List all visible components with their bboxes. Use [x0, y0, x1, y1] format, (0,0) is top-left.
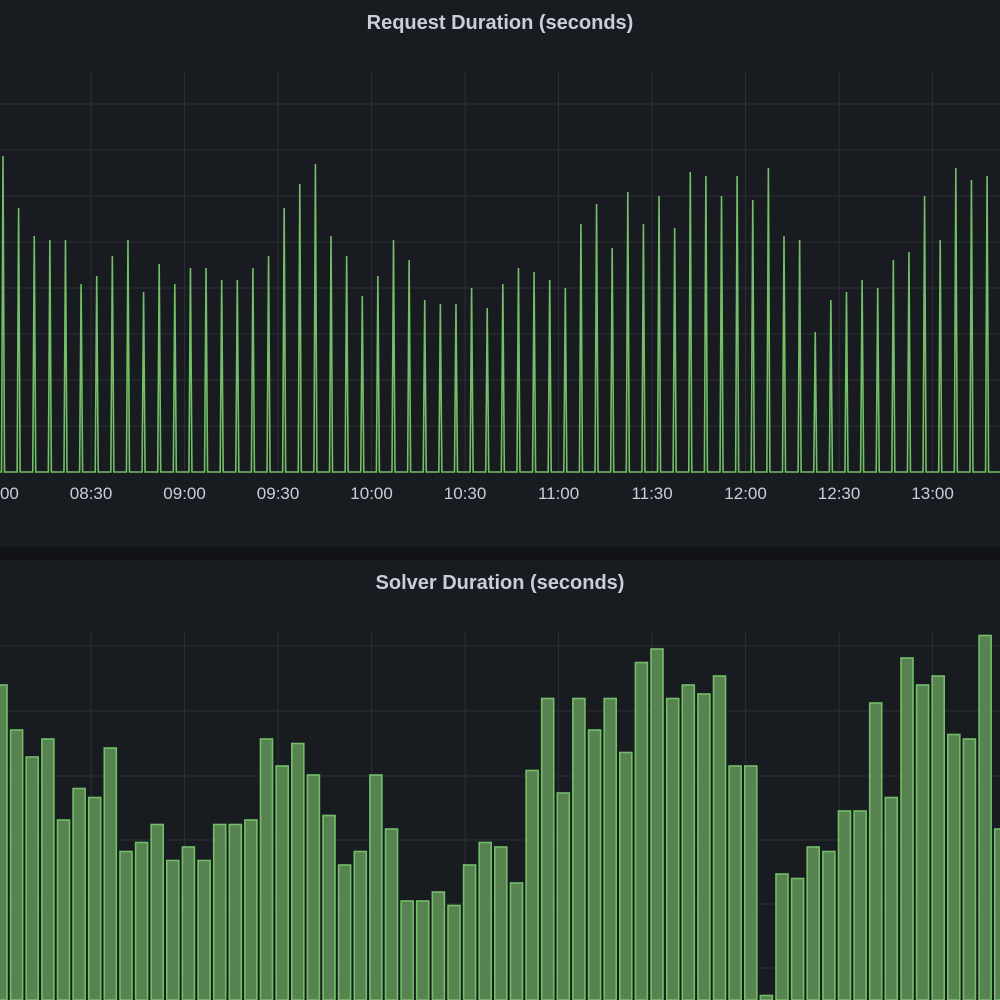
solver-duration-bar: [946, 733, 961, 1000]
solver-duration-bar: [41, 738, 55, 1000]
x-tick-label: 09:00: [163, 484, 206, 503]
solver-duration-bar: [993, 828, 1000, 1000]
solver-duration-title: Solver Duration (seconds): [375, 572, 625, 594]
solver-duration-bar: [353, 850, 368, 1000]
solver-duration-bar: [150, 823, 164, 1000]
solver-duration-bar: [384, 828, 399, 1000]
solver-duration-bar: [212, 823, 227, 1000]
solver-duration-bar: [915, 684, 930, 1000]
solver-duration-bar: [681, 684, 696, 1000]
solver-duration-bar: [525, 769, 539, 1000]
solver-duration-bar: [540, 697, 555, 1000]
solver-duration-bar: [290, 742, 305, 1000]
x-tick-label: 11:00: [538, 484, 579, 503]
solver-duration-bar: [806, 846, 821, 1000]
solver-duration-bar: [728, 765, 742, 1000]
solver-duration-bar: [931, 675, 946, 1000]
solver-duration-panel: Solver Duration (seconds): [0, 560, 1000, 1000]
solver-duration-bar: [400, 900, 414, 1000]
solver-duration-bar: [603, 697, 618, 1000]
solver-duration-bar: [509, 882, 524, 1000]
solver-duration-bar: [119, 850, 133, 1000]
solver-duration-bar: [462, 864, 477, 1000]
solver-duration-bar: [337, 864, 352, 1000]
solver-duration-bar: [634, 661, 649, 1000]
request-duration-panel: Request Duration (seconds) 08:00 08:30 09:…: [0, 12, 1000, 503]
x-tick-label: 11:30: [631, 484, 672, 503]
solver-duration-bar: [618, 751, 633, 1000]
request-duration-series-line: [0, 155, 1000, 473]
request-duration-chart: 08:00 08:30 09:00 09:30 10:00 10:30 11:00 11:30…: [0, 72, 1000, 503]
solver-duration-bar: [259, 738, 274, 1000]
solver-duration-bar: [478, 841, 493, 1000]
solver-duration-bar: [775, 873, 789, 1000]
x-tick-label: 08:30: [70, 484, 113, 503]
solver-duration-bar: [415, 900, 430, 1000]
solver-duration-bar: [431, 891, 446, 1000]
solver-duration-bar: [134, 841, 149, 1000]
solver-duration-bar: [790, 877, 805, 1000]
solver-duration-bar: [56, 819, 71, 1000]
solver-duration-chart: [0, 632, 1000, 1000]
solver-duration-bar: [572, 697, 586, 1000]
x-tick-label: 08:00: [0, 484, 19, 503]
solver-duration-bar: [103, 747, 118, 1000]
solver-duration-bar: [306, 774, 321, 1000]
solver-duration-bar: [665, 697, 680, 1000]
solver-duration-bar: [697, 693, 711, 1000]
solver-duration-bar: [72, 787, 86, 1000]
solver-duration-bar: [493, 846, 508, 1000]
solver-duration-bar: [900, 657, 914, 1000]
solver-duration-bar: [587, 729, 602, 1000]
solver-duration-bar: [275, 765, 290, 1000]
solver-duration-bar: [556, 792, 571, 1000]
solver-duration-bar: [228, 823, 243, 1000]
solver-duration-bar: [447, 904, 461, 1000]
solver-duration-bar: [884, 796, 899, 1000]
solver-duration-bar: [743, 765, 758, 1000]
solver-duration-bar: [712, 675, 727, 1000]
solver-duration-bar: [181, 846, 196, 1000]
solver-duration-bar: [978, 634, 992, 1000]
x-tick-label: 10:00: [350, 484, 393, 503]
request-duration-title: Request Duration (seconds): [366, 12, 634, 34]
solver-duration-bar: [650, 648, 664, 1000]
solver-duration-bar: [197, 859, 211, 1000]
solver-duration-bar: [0, 684, 8, 1000]
x-tick-label: 10:30: [444, 484, 487, 503]
solver-duration-bar: [322, 814, 336, 1000]
solver-duration-bar: [837, 810, 852, 1000]
solver-duration-bar: [759, 994, 774, 1000]
solver-duration-bar: [868, 702, 883, 1000]
solver-duration-bar: [244, 819, 258, 1000]
solver-duration-bar: [962, 738, 977, 1000]
solver-duration-bar: [853, 810, 867, 1000]
solver-duration-bar: [9, 729, 24, 1000]
solver-duration-bar: [822, 850, 836, 1000]
solver-duration-bar: [25, 756, 40, 1000]
solver-duration-bar: [87, 796, 102, 1000]
x-tick-label: 12:30: [818, 484, 861, 503]
x-tick-label: 12:00: [724, 484, 767, 503]
solver-duration-bar: [166, 859, 180, 1000]
x-tick-label: 13:00: [911, 484, 954, 503]
x-tick-label: 09:30: [257, 484, 300, 503]
solver-duration-bar: [369, 774, 383, 1000]
